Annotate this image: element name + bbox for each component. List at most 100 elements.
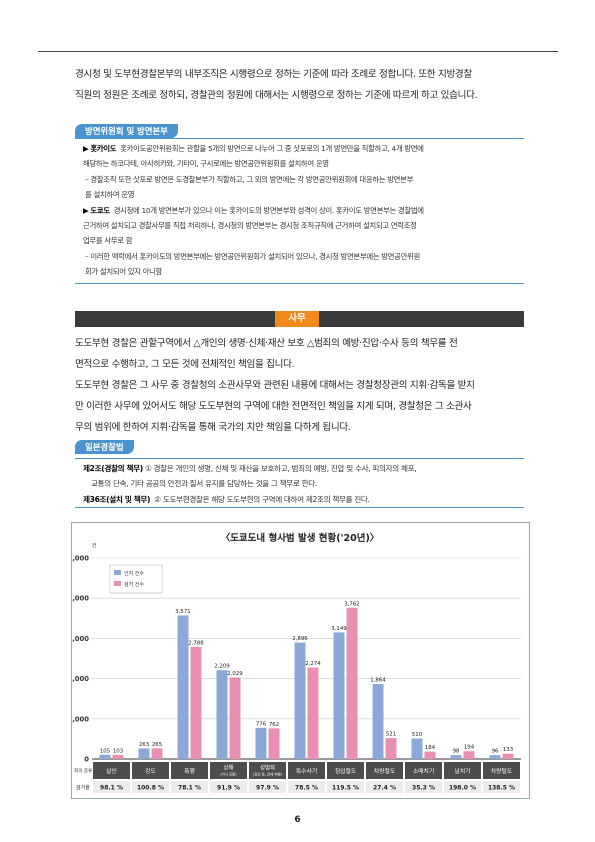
data-label: 105 — [100, 748, 110, 754]
legend-label: 검거 건수 — [124, 581, 144, 588]
category-sublabel: (강간 등, 강제 추행) — [253, 772, 282, 777]
data-label: 1,864 — [370, 678, 386, 684]
y-tick-label: 4,000 — [72, 595, 89, 603]
law-line: ② 도도부현경찰은 해당 도도부현의 구역에 대하여 제2조의 책무를 진다. — [154, 494, 370, 504]
category-cell — [93, 762, 130, 779]
box1-content: ▶ 홋카이도 홋카이도공안위원회는 관할을 5개의 방면으로 나누어 그 중 삿… — [75, 138, 524, 284]
item-line: 경시청에 10개 방면본부가 있으나 이는 홋카이도의 방면본부와 성격이 상이… — [113, 205, 424, 215]
bar — [411, 738, 423, 759]
duty-line: 만 이러한 사무에 있어서도 해당 도도부현의 구역에 대한 전면적인 책임을 … — [75, 401, 472, 412]
data-label: 3,762 — [344, 601, 359, 607]
law-article: 제36조(설치 및 책무) ② 도도부현경찰은 해당 도도부현의 구역에 대하여… — [75, 492, 524, 507]
box1-item: ▶ 도쿄도 경시청에 10개 방면본부가 있으나 이는 홋카이도의 방면본부와 … — [75, 203, 524, 249]
bar — [99, 754, 111, 759]
intro-line: 경시청 및 도부현경찰본부의 내부조직은 시행령으로 정하는 기준에 따라 조례… — [75, 69, 472, 80]
section-title: 사무 — [275, 311, 319, 327]
item-marker: – — [85, 174, 89, 184]
category-label: 차량털도 — [491, 767, 513, 775]
y-tick-label: 1,000 — [72, 715, 89, 723]
category-cell — [171, 762, 208, 779]
bar — [424, 751, 436, 759]
item-line: 업무를 사무로 함 — [83, 236, 133, 246]
data-label: 3,571 — [175, 609, 190, 615]
bar — [138, 748, 150, 759]
law-line: ① 경찰은 개인의 생명, 신체 및 재산을 보호하고, 범죄의 예방, 진압 … — [145, 464, 417, 473]
header-rule — [38, 51, 558, 52]
box1-subitem: – 이러한 맥락에서 홋카이도의 방면본부에는 방면공안위원회가 설치되어 있으… — [75, 249, 524, 280]
category-label: 강도 — [145, 768, 156, 775]
bar — [346, 607, 358, 759]
row-header-rate: 검거율 — [76, 784, 90, 791]
data-label: 521 — [386, 732, 396, 738]
rate-cell — [288, 781, 325, 793]
intro-line: 직원의 정원은 조례로 정하되, 경찰관의 정원에 대해서는 시행령으로 정하는… — [75, 90, 478, 101]
category-label: 특수사기 — [296, 767, 317, 775]
item-heading: 도쿄도 — [90, 205, 110, 215]
y-axis-unit: 건 — [92, 542, 97, 549]
category-label: 침입절도 — [335, 767, 357, 775]
data-label: 3,149 — [331, 626, 347, 632]
duty-paragraph: 도도부현 경찰은 관할구역에서 △개인의 생명·신체·재산 보호 △범죄의 예방… — [75, 333, 530, 438]
category-cell — [249, 762, 286, 779]
category-cell — [327, 762, 364, 779]
rate-label: 78.1 % — [178, 785, 201, 792]
legend-swatch — [114, 581, 121, 586]
rate-cell — [327, 781, 364, 793]
category-label: 성범죄 — [260, 764, 275, 772]
section-header: 사무 — [75, 311, 524, 327]
duty-line: 면적으로 수행하고, 그 모든 것에 전체적인 책임을 집니다. — [75, 359, 295, 370]
duty-line: 도도부현 경찰은 관할구역에서 △개인의 생명·신체·재산 보호 △범죄의 예방… — [75, 338, 458, 349]
bar — [385, 738, 397, 759]
bar — [216, 670, 228, 759]
box1-tag: 방면위원회 및 방면본부 — [75, 124, 178, 138]
item-marker: ▶ — [83, 205, 89, 215]
bar — [333, 632, 345, 759]
data-label: 96 — [492, 749, 499, 755]
legend-label: 인지 건수 — [124, 570, 144, 577]
rate-cell — [210, 781, 247, 793]
page-number: 6 — [294, 815, 301, 825]
bar — [489, 755, 501, 759]
rate-label: 78.5 % — [295, 785, 318, 792]
item-heading: 홋카이도 — [90, 144, 117, 153]
rate-cell — [366, 781, 403, 793]
data-label: 776 — [256, 721, 267, 727]
bar — [294, 642, 306, 759]
category-cell — [132, 762, 169, 779]
item-line: 해당하는 하코다테, 아사히카와, 기타미, 구시로에는 방면공안위원회를 설치… — [83, 159, 329, 169]
item-line: 회가 설치되어 있지 아니함 — [85, 267, 162, 277]
data-label: 98 — [453, 749, 460, 755]
data-label: 2,209 — [214, 664, 230, 670]
rate-cell — [444, 781, 481, 793]
category-cell — [366, 762, 403, 779]
bar — [190, 646, 202, 759]
data-label: 184 — [425, 745, 436, 751]
data-label: 2,896 — [292, 636, 308, 642]
category-cell — [483, 762, 520, 779]
category-cell — [210, 762, 247, 779]
rate-cell — [249, 781, 286, 793]
rate-label: 119.5 % — [332, 785, 359, 792]
data-label: 2,274 — [305, 661, 321, 667]
y-tick-label: 0 — [84, 756, 89, 764]
law-article: 제2조(경찰의 책무) ① 경찰은 개인의 생명, 신체 및 재산을 보호하고,… — [75, 461, 524, 492]
category-sublabel: (치사 포함) — [220, 772, 237, 777]
item-marker: – — [85, 251, 89, 261]
rate-label: 98.1 % — [100, 785, 123, 792]
rate-cell — [93, 781, 130, 793]
bar — [372, 684, 384, 759]
rate-cell — [171, 781, 208, 793]
category-cell — [288, 762, 325, 779]
item-line: 이러한 맥락에서 홋카이도의 방면본부에는 방면공안위원회가 설치되어 있으나,… — [90, 251, 420, 261]
law-heading: 제2조(경찰의 책무) — [83, 464, 143, 473]
bar — [268, 728, 280, 759]
box1-item: ▶ 홋카이도 홋카이도공안위원회는 관할을 5개의 방면으로 나누어 그 중 삿… — [75, 141, 524, 172]
legend-swatch — [114, 570, 121, 575]
duty-line: 도도부현 경찰은 그 사무 중 경찰청의 소관사무와 관련된 내용에 대해서는 … — [75, 380, 475, 391]
rate-label: 138.5 % — [488, 785, 515, 792]
box1-subitem: – 경찰조직 또한 삿포로 방면은 도경찰본부가 직할하고, 그 외의 방면에는… — [75, 172, 524, 203]
data-label: 2,029 — [227, 671, 243, 677]
category-label: 차량절도 — [374, 767, 396, 775]
bar — [255, 727, 267, 759]
bar — [502, 753, 514, 759]
